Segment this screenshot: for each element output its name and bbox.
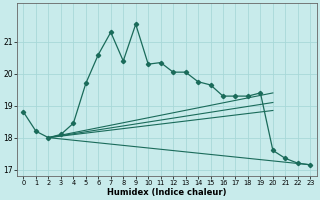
X-axis label: Humidex (Indice chaleur): Humidex (Indice chaleur): [107, 188, 227, 197]
